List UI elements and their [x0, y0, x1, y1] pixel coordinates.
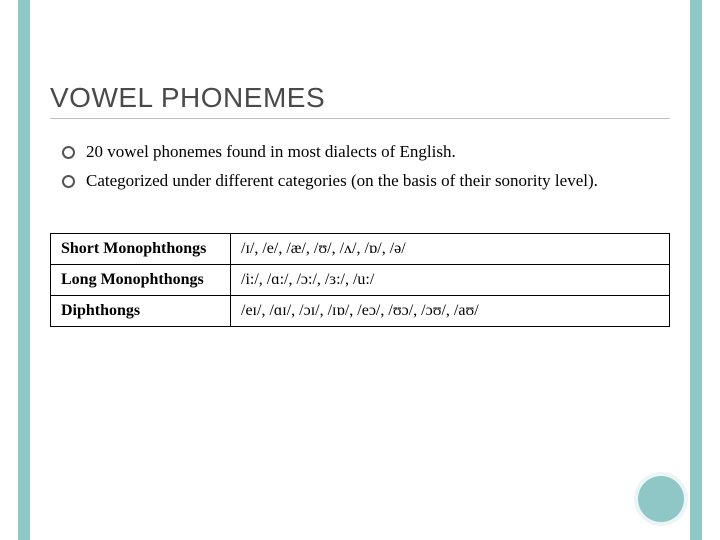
table-row: Short Monophthongs /ɪ/, /e/, /æ/, /ʊ/, /… — [51, 233, 670, 264]
bullet-item: 20 vowel phonemes found in most dialects… — [62, 141, 670, 164]
values-cell: /ɪ/, /e/, /æ/, /ʊ/, /ʌ/, /ɒ/, /ə/ — [231, 233, 670, 264]
table-row: Long Monophthongs /i:/, /ɑ:/, /ɔ:/, /ɜ:/… — [51, 264, 670, 295]
values-cell: /eɪ/, /ɑɪ/, /ɔɪ/, /ɪɒ/, /eɔ/, /ʊɔ/, /ɔʊ/… — [231, 295, 670, 326]
accent-bar-left — [18, 0, 30, 540]
category-cell: Long Monophthongs — [51, 264, 231, 295]
category-cell: Diphthongs — [51, 295, 231, 326]
slide-title: VOWEL PHONEMES — [50, 82, 670, 114]
accent-bar-right — [690, 0, 702, 540]
category-cell: Short Monophthongs — [51, 233, 231, 264]
bullet-item: Categorized under different categories (… — [62, 170, 670, 193]
title-underline — [50, 118, 670, 119]
table-row: Diphthongs /eɪ/, /ɑɪ/, /ɔɪ/, /ɪɒ/, /eɔ/,… — [51, 295, 670, 326]
bullet-list: 20 vowel phonemes found in most dialects… — [62, 141, 670, 193]
values-cell: /i:/, /ɑ:/, /ɔ:/, /ɜ:/, /u:/ — [231, 264, 670, 295]
slide-content: VOWEL PHONEMES 20 vowel phonemes found i… — [50, 82, 670, 327]
phoneme-table: Short Monophthongs /ɪ/, /e/, /æ/, /ʊ/, /… — [50, 233, 670, 327]
circle-decoration — [638, 476, 684, 522]
